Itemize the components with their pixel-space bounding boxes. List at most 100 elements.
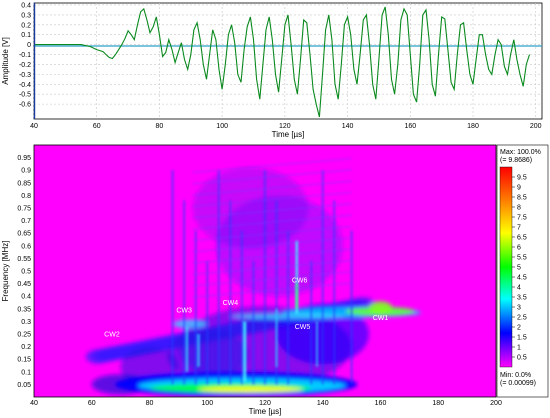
wavelet-y-ticks: 0.95 0.9 0.85 0.8 0.75 0.7 0.65 0.6 0.55 0.5 0.45 0…	[17, 155, 31, 389]
mode-label-cw1: CW1	[373, 315, 389, 322]
colorbar-tick-label: 6.5	[517, 235, 527, 242]
y-tick-label: 0.6	[21, 243, 31, 250]
wavelet-x-ticks: 40 60 80 100 120 140 160 180 200	[30, 400, 502, 407]
waveform-x-axis-label: Time [µs]	[272, 130, 305, 139]
colorbar-gradient	[499, 166, 513, 368]
y-tick-label: -0.3	[19, 72, 31, 79]
wavelet-panel: 0.95 0.9 0.85 0.8 0.75 0.7 0.65 0.6 0.55 0.5 0.45 0…	[1, 144, 502, 416]
colorbar-tick-label: 6	[517, 245, 521, 252]
y-tick-label: 0.35	[17, 306, 31, 313]
x-tick-label: 180	[467, 123, 479, 130]
wavelet-fine-structure	[171, 157, 353, 385]
y-tick-label: 0.9	[21, 168, 31, 175]
energy-streak	[229, 200, 232, 385]
wavelet-x-axis-label: Time [µs]	[249, 407, 282, 416]
energy-streak	[192, 191, 352, 208]
energy-streak	[192, 282, 352, 298]
energy-streak	[315, 321, 318, 367]
waveform-y-ticks: 0.4 0.3 0.2 0.1 0 -0.1 -0.2 -0.3 -0.4 -0.5 -0.6	[19, 2, 31, 108]
energy-streak	[171, 170, 174, 385]
x-tick-label: 200	[490, 400, 502, 407]
y-tick-label: 0.5	[21, 269, 31, 276]
y-tick-label: 0.85	[17, 180, 31, 187]
mode-label-cw6: CW6	[292, 277, 308, 284]
energy-streak	[194, 230, 197, 385]
y-tick-label: 0.4	[21, 294, 31, 301]
y-tick-label: 0.95	[17, 155, 31, 162]
x-tick-label: 160	[375, 400, 387, 407]
y-tick-label: 0.3	[21, 12, 31, 19]
energy-streak	[192, 225, 352, 242]
energy-streak	[192, 271, 352, 287]
x-tick-label: 200	[530, 123, 542, 130]
wavelet-y-axis-label: Frequency [MHz]	[1, 241, 10, 302]
colorbar-tick-label: 1	[517, 345, 521, 352]
x-tick-label: 120	[279, 123, 291, 130]
energy-streak	[275, 308, 278, 367]
x-tick-label: 100	[216, 123, 228, 130]
y-tick-label: 0.2	[21, 22, 31, 29]
y-tick-label: 0.1	[21, 369, 31, 376]
energy-streak	[350, 230, 353, 385]
energy-streak	[310, 260, 313, 385]
colorbar-tick-label: 2.5	[517, 315, 527, 322]
mode-label-cw4: CW4	[223, 300, 239, 307]
colorbar-min-label: Min: 0.0%	[500, 372, 531, 379]
y-tick-label: 0.75	[17, 206, 31, 213]
energy-streak	[192, 259, 352, 276]
colorbar-tick-label: 5.5	[517, 255, 527, 262]
colorbar: Max: 100.0% (= 9.8686) 9.5 9 8.5 8 7.5 7 6.5 6 5…	[496, 144, 549, 398]
y-tick-label: 0.45	[17, 281, 31, 288]
energy-streak	[252, 260, 255, 385]
energy-streak	[263, 170, 267, 385]
energy-streak	[240, 230, 243, 385]
x-tick-label: 80	[156, 123, 164, 130]
y-tick-label: 0	[27, 42, 31, 49]
wavelet-frame	[33, 144, 497, 398]
y-tick-label: 0.1	[21, 32, 31, 39]
x-tick-label: 100	[201, 400, 213, 407]
energy-streak	[192, 180, 352, 196]
energy-streak	[192, 237, 352, 253]
x-tick-label: 60	[88, 400, 96, 407]
energy-region	[192, 167, 309, 249]
x-tick-label: 60	[93, 123, 101, 130]
colorbar-tick-label: 4.5	[517, 275, 527, 282]
y-tick-label: 0.7	[21, 218, 31, 225]
energy-streak	[287, 230, 290, 385]
y-tick-label: 0.2	[21, 344, 31, 351]
mode-label-cw2: CW2	[104, 332, 120, 339]
colorbar-tick-label: 8.5	[517, 195, 527, 202]
waveform-plot-area	[33, 2, 543, 120]
colorbar-tick-label: 7	[517, 225, 521, 232]
colorbar-max-label: Max: 100.0%	[500, 149, 541, 156]
y-tick-label: 0.3	[21, 319, 31, 326]
colorbar-max-value: (= 9.8686)	[500, 157, 532, 164]
mode-label-cw5: CW5	[295, 324, 311, 331]
energy-streak	[206, 260, 209, 385]
colorbar-tick-label: 7.5	[517, 215, 527, 222]
colorbar-tick-label: 9	[517, 185, 521, 192]
mode-annotations: CW2 CW3 CW4 CW6 CW5 CW1	[104, 277, 388, 338]
colorbar-ticks: 9.5 9 8.5 8 7.5 7 6.5 6 5.5 5 4.5 4 3.5 3 2.5 2 1.5 1 0.5	[512, 175, 527, 362]
colorbar-tick-label: 9.5	[517, 175, 527, 182]
energy-streak	[197, 334, 200, 367]
waveform-y-axis-label: Amplitude [V]	[1, 37, 10, 85]
energy-streak	[321, 170, 324, 385]
y-tick-label: -0.2	[19, 62, 31, 69]
y-tick-label: 0.25	[17, 332, 31, 339]
colorbar-tick-label: 2	[517, 325, 521, 332]
y-tick-label: 0.65	[17, 231, 31, 238]
x-tick-label: 180	[432, 400, 444, 407]
y-tick-label: 0.4	[21, 2, 31, 9]
waveform-panel: 0.4 0.3 0.2 0.1 0 -0.1 -0.2 -0.3 -0.4 -0.5 -0.6 40…	[1, 2, 543, 139]
energy-region	[172, 319, 208, 329]
x-tick-label: 40	[30, 400, 38, 407]
y-tick-label: 0.05	[17, 382, 31, 389]
colorbar-tick-label: 3	[517, 305, 521, 312]
energy-streak	[192, 203, 352, 219]
colorbar-min-value: (= 0.00099)	[500, 380, 536, 387]
colorbar-tick-label: 1.5	[517, 335, 527, 342]
y-tick-label: -0.6	[19, 102, 31, 109]
x-tick-label: 120	[259, 400, 271, 407]
